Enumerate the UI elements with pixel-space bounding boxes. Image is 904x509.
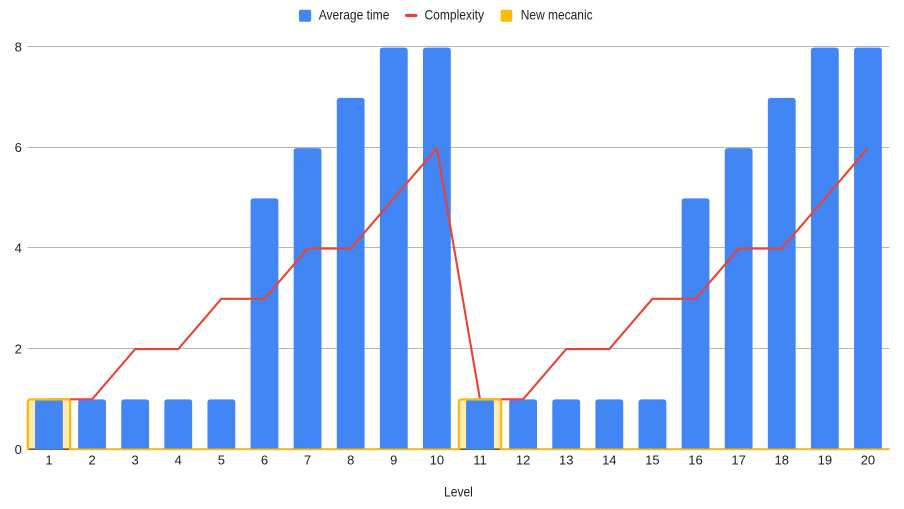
svg-text:15: 15 — [645, 453, 659, 468]
svg-text:12: 12 — [516, 453, 530, 468]
svg-text:20: 20 — [861, 453, 875, 468]
svg-text:14: 14 — [602, 453, 616, 468]
svg-text:7: 7 — [304, 453, 311, 468]
svg-text:1: 1 — [45, 453, 52, 468]
svg-text:4: 4 — [15, 240, 22, 255]
svg-text:9: 9 — [390, 453, 397, 468]
svg-text:6: 6 — [261, 453, 268, 468]
svg-text:19: 19 — [818, 453, 832, 468]
svg-text:17: 17 — [731, 453, 745, 468]
svg-text:6: 6 — [15, 140, 22, 155]
svg-text:2: 2 — [88, 453, 95, 468]
svg-text:8: 8 — [347, 453, 354, 468]
svg-text:5: 5 — [218, 453, 225, 468]
svg-text:New mecanic: New mecanic — [521, 7, 593, 23]
svg-text:4: 4 — [175, 453, 182, 468]
svg-text:Average time: Average time — [319, 7, 390, 23]
svg-text:8: 8 — [15, 39, 22, 54]
svg-text:16: 16 — [688, 453, 702, 468]
svg-text:10: 10 — [430, 453, 444, 468]
svg-text:13: 13 — [559, 453, 573, 468]
svg-text:18: 18 — [775, 453, 789, 468]
svg-text:Level: Level — [444, 483, 473, 499]
svg-text:3: 3 — [132, 453, 139, 468]
svg-text:Complexity: Complexity — [425, 7, 485, 23]
svg-text:0: 0 — [15, 442, 22, 457]
svg-text:2: 2 — [15, 341, 22, 356]
svg-text:11: 11 — [473, 453, 487, 468]
